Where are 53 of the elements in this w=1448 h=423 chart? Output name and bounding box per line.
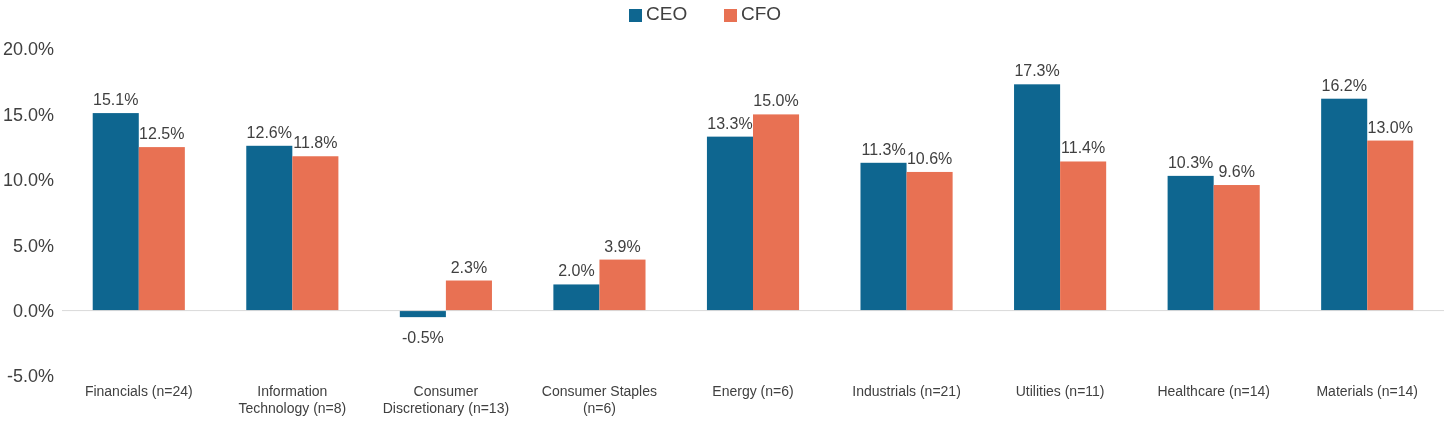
- data-label: 12.6%: [246, 123, 292, 141]
- y-tick-label: 10.0%: [2, 170, 54, 191]
- bar: [906, 171, 953, 311]
- x-tick-label: Healthcare (n=14): [1157, 383, 1270, 399]
- data-label: -0.5%: [401, 329, 444, 347]
- data-label: 15.1%: [93, 91, 139, 109]
- bar: [246, 145, 293, 311]
- data-label: 17.3%: [1014, 62, 1060, 80]
- bar: [445, 280, 492, 311]
- legend-label: CFO: [741, 3, 782, 24]
- data-label: 10.3%: [1167, 153, 1214, 171]
- bar: [753, 114, 800, 311]
- data-label: 11.4%: [1061, 139, 1106, 157]
- data-label: 16.2%: [1321, 76, 1367, 94]
- data-label: 12.5%: [139, 125, 185, 143]
- bar: [1213, 185, 1260, 311]
- x-tick-label: Industrials (n=21): [852, 383, 961, 399]
- x-tick-label: Utilities (n=11): [1015, 383, 1105, 399]
- y-tick-label: 15.0%: [2, 104, 54, 125]
- legend-label: CEO: [646, 3, 688, 24]
- y-tick-label: 5.0%: [12, 235, 54, 256]
- bar: [292, 156, 339, 311]
- bar: [860, 162, 907, 311]
- bar: [138, 147, 185, 311]
- data-label: 10.6%: [906, 149, 953, 167]
- bar: [1167, 175, 1214, 311]
- x-tick-label: Materials (n=14): [1316, 383, 1418, 399]
- y-tick-label: 0.0%: [12, 300, 54, 321]
- x-tick-label: Consumer Discretionary (n=13): [382, 383, 510, 416]
- data-label: 13.0%: [1367, 118, 1413, 136]
- bar: [1321, 98, 1368, 311]
- bar: [1014, 84, 1061, 311]
- data-label: 11.8%: [293, 134, 338, 152]
- y-tick-label: 20.0%: [2, 39, 54, 60]
- data-label: 11.3%: [861, 140, 906, 158]
- bar: [92, 113, 139, 311]
- data-label: 15.0%: [753, 92, 799, 110]
- bar: [553, 284, 600, 311]
- x-tick-label: Information Technology (n=8): [238, 383, 347, 416]
- x-tick-label: Consumer Staples (n=6): [541, 383, 658, 416]
- data-label: 2.0%: [558, 262, 595, 280]
- x-tick-label: Energy (n=6): [712, 383, 794, 399]
- y-tick-label: -5.0%: [6, 366, 54, 387]
- bar: [1060, 161, 1107, 311]
- bar: [599, 259, 646, 311]
- x-tick-label: Financials (n=24): [84, 383, 193, 399]
- data-label: 9.6%: [1218, 163, 1255, 181]
- data-label: 13.3%: [707, 114, 753, 132]
- bar: [706, 136, 753, 311]
- bar: [1367, 140, 1414, 311]
- data-label: 2.3%: [450, 258, 488, 276]
- bar: [399, 310, 446, 318]
- data-label: 3.9%: [604, 237, 641, 255]
